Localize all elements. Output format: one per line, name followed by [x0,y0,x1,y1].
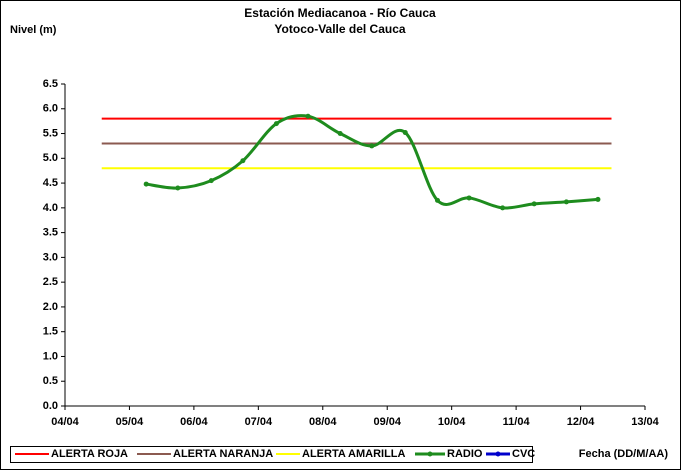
y-tick-label: 4.0 [43,202,58,214]
y-tick-label: 2.0 [43,301,58,313]
legend-label: ALERTA AMARILLA [302,448,406,460]
y-tick-label: 5.0 [43,152,58,164]
y-tick-label: 0.5 [43,375,58,387]
y-tick-label: 0.0 [43,400,58,412]
y-tick-label: 2.5 [43,276,58,288]
legend-box [10,446,533,463]
point [466,195,472,201]
y-tick-label: 1.0 [43,350,58,362]
x-tick-label: 10/04 [438,416,466,428]
point [434,197,440,203]
legend-marker [427,451,433,457]
point [595,196,601,202]
point [143,181,149,187]
point [175,185,181,191]
y-tick-label: 3.5 [43,227,58,239]
chart-subtitle: Yotoco-Valle del Cauca [274,22,405,36]
x-tick-label: 08/04 [309,416,337,428]
point [531,201,537,207]
point [305,113,311,119]
x-tick-label: 07/04 [245,416,273,428]
y-tick-label: 1.5 [43,326,58,338]
y-tick-label: 3.0 [43,251,58,263]
x-tick-label: 06/04 [180,416,208,428]
legend-marker [495,451,501,457]
x-tick-label: 04/04 [51,416,79,428]
x-tick-label: 12/04 [567,416,595,428]
x-tick-label: 13/04 [631,416,659,428]
point [563,199,569,205]
x-tick-label: 09/04 [373,416,401,428]
chart-title: Estación Mediacanoa - Río Cauca [244,6,436,20]
point [337,131,343,137]
x-tick-label: 11/04 [503,416,531,428]
point [369,143,375,149]
y-tick-label: 6.5 [43,78,58,90]
x-tick-label: 05/04 [116,416,144,428]
point [500,205,506,211]
y-tick-label: 4.5 [43,177,58,189]
point [240,158,246,164]
legend-label: RADIO [447,448,483,460]
legend-label: CVC [512,448,535,460]
legend-label: ALERTA NARANJA [173,448,273,460]
point [273,121,279,127]
point [402,130,408,136]
point [208,178,214,184]
y-axis-label: Nivel (m) [10,24,57,36]
y-tick-label: 6.0 [43,103,58,115]
x-axis-label: Fecha (DD/M/AA) [579,448,669,460]
y-tick-label: 5.5 [43,127,58,139]
legend-label: ALERTA ROJA [51,448,128,460]
